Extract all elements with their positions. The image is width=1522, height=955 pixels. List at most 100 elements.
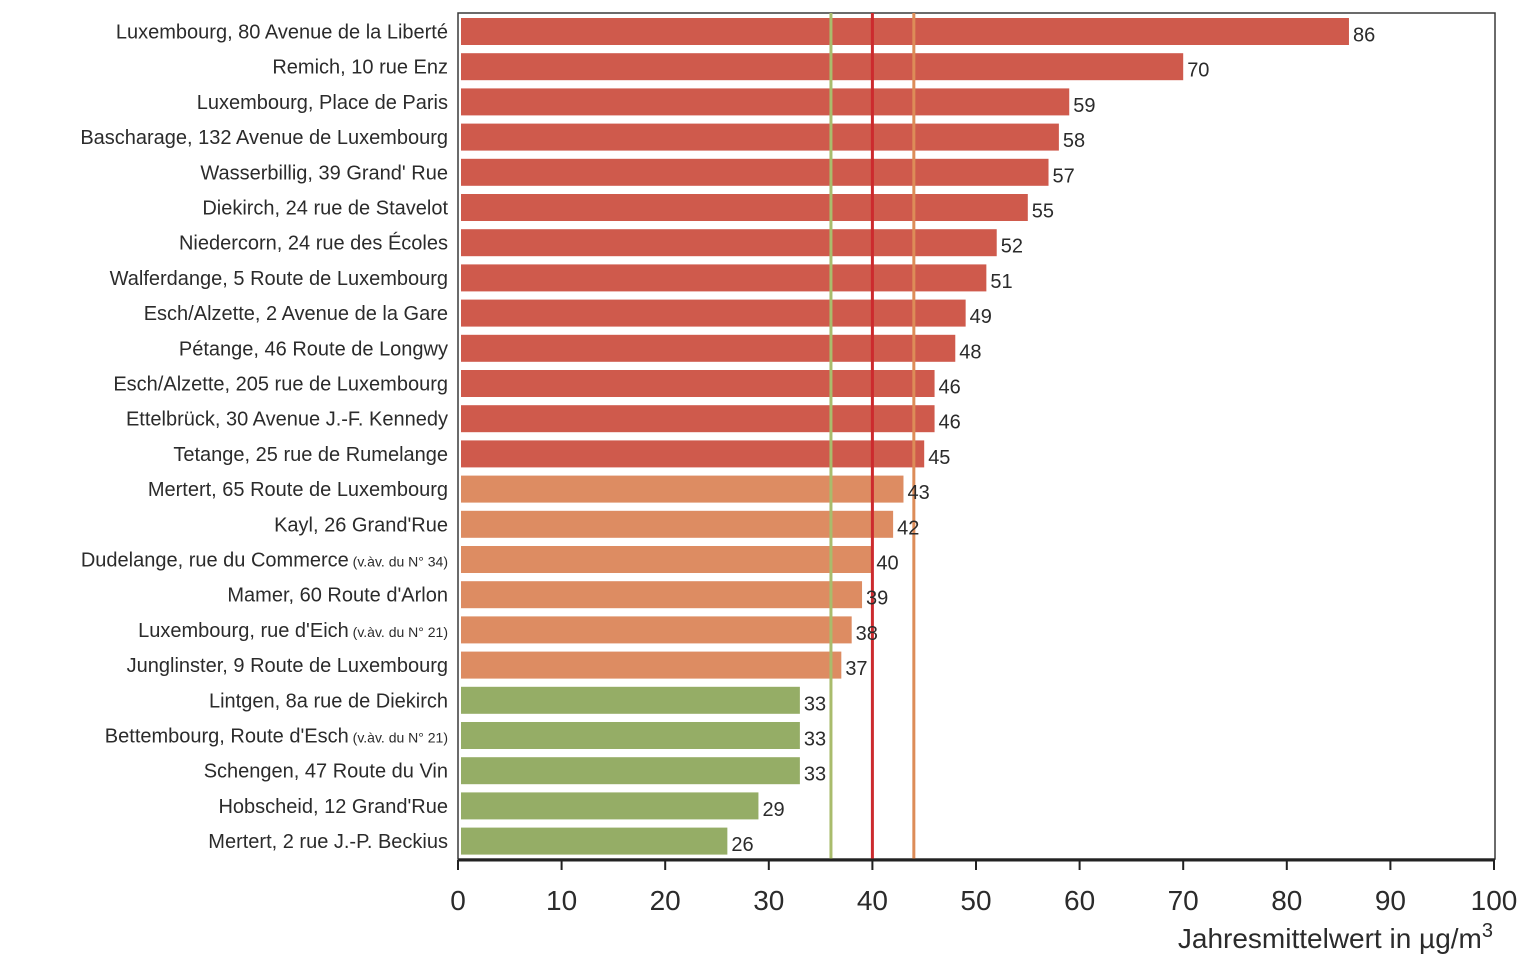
x-axis-title-superscript: 3 (1482, 920, 1493, 942)
bar (461, 229, 997, 257)
bar (461, 722, 800, 749)
bar (461, 264, 987, 292)
category-name: Junglinster, 9 Route de Luxembourg (127, 655, 448, 677)
x-axis-title: Jahresmittelwert in µg/m3 (1178, 920, 1493, 954)
category-label: Esch/Alzette, 2 Avenue de la Gare (144, 303, 448, 325)
category-label: Schengen, 47 Route du Vin (204, 761, 448, 783)
category-label: Tetange, 25 rue de Rumelange (173, 444, 448, 466)
category-name: Luxembourg, Place de Paris (197, 92, 448, 114)
bar-value-label: 70 (1187, 60, 1209, 82)
bar (461, 581, 863, 609)
x-tick-label: 40 (857, 885, 888, 916)
category-label: Diekirch, 24 rue de Stavelot (202, 198, 448, 220)
bar (461, 53, 1184, 81)
category-label: Dudelange, rue du Commerce (v.àv. du N° … (81, 550, 448, 572)
category-label: Esch/Alzette, 205 rue de Luxembourg (113, 374, 448, 396)
bar-value-label: 49 (970, 306, 992, 328)
bar (461, 158, 1049, 186)
category-name: Hobscheid, 12 Grand'Rue (218, 796, 448, 818)
category-label: Walferdange, 5 Route de Luxembourg (110, 268, 448, 290)
bar (461, 651, 842, 679)
category-name: Lintgen, 8a rue de Diekirch (209, 690, 448, 712)
bar-value-label: 29 (762, 799, 784, 821)
bar-value-label: 58 (1063, 130, 1085, 152)
bar-value-label: 86 (1353, 25, 1375, 47)
bar (461, 616, 852, 644)
category-label: Lintgen, 8a rue de Diekirch (209, 690, 448, 712)
category-label: Wasserbillig, 39 Grand' Rue (200, 162, 448, 184)
x-tick-label: 30 (753, 885, 784, 916)
reference-lines-layer (829, 13, 916, 860)
bar-value-label: 33 (804, 729, 826, 751)
category-label: Ettelbrück, 30 Avenue J.-F. Kennedy (126, 409, 448, 431)
bar (461, 370, 935, 397)
bar-value-label: 52 (1001, 236, 1023, 258)
bar-value-label: 40 (876, 553, 898, 575)
bar (461, 299, 966, 327)
category-name: Bascharage, 132 Avenue de Luxembourg (80, 127, 448, 149)
x-tick-label: 20 (650, 885, 681, 916)
bar (461, 827, 728, 855)
category-name: Esch/Alzette, 2 Avenue de la Gare (144, 303, 448, 325)
bar (461, 686, 800, 714)
x-tick-label: 10 (546, 885, 577, 916)
x-tick-label: 90 (1375, 885, 1406, 916)
bar-value-label: 55 (1032, 201, 1054, 223)
category-note: (v.àv. du N° 21) (349, 730, 448, 746)
category-name: Dudelange, rue du Commerce (81, 550, 349, 572)
bar-value-label: 33 (804, 764, 826, 786)
category-name: Niedercorn, 24 rue des Écoles (179, 232, 448, 255)
category-name: Diekirch, 24 rue de Stavelot (202, 198, 448, 220)
bar (461, 194, 1028, 221)
category-label: Bascharage, 132 Avenue de Luxembourg (80, 127, 448, 149)
bar (461, 475, 904, 503)
category-label: Hobscheid, 12 Grand'Rue (218, 796, 448, 818)
category-name: Walferdange, 5 Route de Luxembourg (110, 268, 448, 290)
category-label: Niedercorn, 24 rue des Écoles (179, 232, 448, 255)
x-tick-label: 70 (1168, 885, 1199, 916)
category-label: Remich, 10 rue Enz (272, 57, 448, 79)
x-axis-title-text: Jahresmittelwert in µg/m (1178, 923, 1482, 954)
category-note: (v.àv. du N° 34) (349, 554, 448, 570)
category-name: Bettembourg, Route d'Esch (105, 726, 349, 748)
category-note: (v.àv. du N° 21) (349, 624, 448, 640)
x-tick-label: 60 (1064, 885, 1095, 916)
category-name: Schengen, 47 Route du Vin (204, 761, 448, 783)
bar (461, 18, 1349, 45)
bar-value-label: 42 (897, 517, 919, 539)
bar (461, 510, 894, 538)
category-name: Tetange, 25 rue de Rumelange (173, 444, 448, 466)
bar-value-label: 26 (731, 834, 753, 856)
bar (461, 123, 1059, 151)
x-axis: 0 10 20 30 40 50 60 70 80 90 100 (450, 858, 1518, 916)
bar-value-label: 46 (939, 377, 961, 399)
bar (461, 405, 935, 433)
bar-value-label: 39 (866, 588, 888, 610)
category-label: Luxembourg, rue d'Eich (v.àv. du N° 21) (138, 620, 448, 642)
category-name: Mamer, 60 Route d'Arlon (227, 585, 448, 607)
category-label: Pétange, 46 Route de Longwy (179, 338, 448, 360)
bar-value-label: 57 (1053, 165, 1075, 187)
category-label: Kayl, 26 Grand'Rue (274, 514, 448, 536)
bar-value-label: 45 (928, 447, 950, 469)
category-label: Mertert, 2 rue J.-P. Beckius (208, 831, 448, 853)
category-label: Mertert, 65 Route de Luxembourg (148, 479, 448, 501)
category-name: Pétange, 46 Route de Longwy (179, 338, 448, 360)
category-label: Bettembourg, Route d'Esch (v.àv. du N° 2… (105, 726, 448, 748)
category-name: Wasserbillig, 39 Grand' Rue (200, 162, 448, 184)
x-tick-label: 100 (1471, 885, 1518, 916)
category-name: Luxembourg, 80 Avenue de la Liberté (116, 22, 448, 44)
bar-value-label: 51 (990, 271, 1012, 293)
bar (461, 792, 759, 820)
bar-value-label: 46 (939, 412, 961, 434)
category-labels-layer: Luxembourg, 80 Avenue de la Liberté Remic… (80, 22, 448, 854)
category-name: Luxembourg, rue d'Eich (138, 620, 349, 642)
category-name: Esch/Alzette, 205 rue de Luxembourg (113, 374, 448, 396)
bar-value-label: 33 (804, 693, 826, 715)
bar-value-label: 43 (907, 482, 929, 504)
category-name: Kayl, 26 Grand'Rue (274, 514, 448, 536)
bar (461, 334, 956, 362)
x-tick-label: 50 (960, 885, 991, 916)
category-name: Ettelbrück, 30 Avenue J.-F. Kennedy (126, 409, 448, 431)
